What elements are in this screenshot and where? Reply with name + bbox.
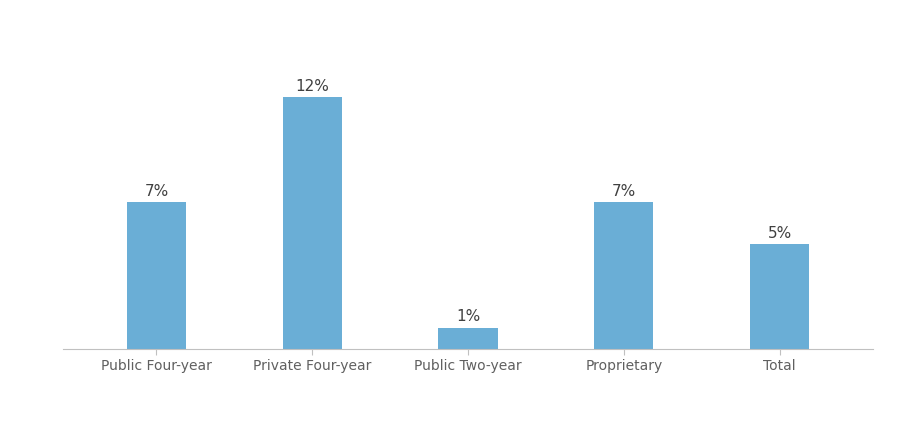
Text: 12%: 12% — [295, 79, 329, 94]
Bar — [127, 202, 186, 348]
Text: 7%: 7% — [612, 184, 636, 198]
Bar — [283, 97, 342, 348]
Text: 5%: 5% — [768, 226, 792, 241]
Text: 7%: 7% — [144, 184, 168, 198]
Bar — [750, 244, 809, 348]
Text: 1%: 1% — [456, 309, 480, 324]
Bar — [594, 202, 653, 348]
Bar — [438, 328, 498, 348]
